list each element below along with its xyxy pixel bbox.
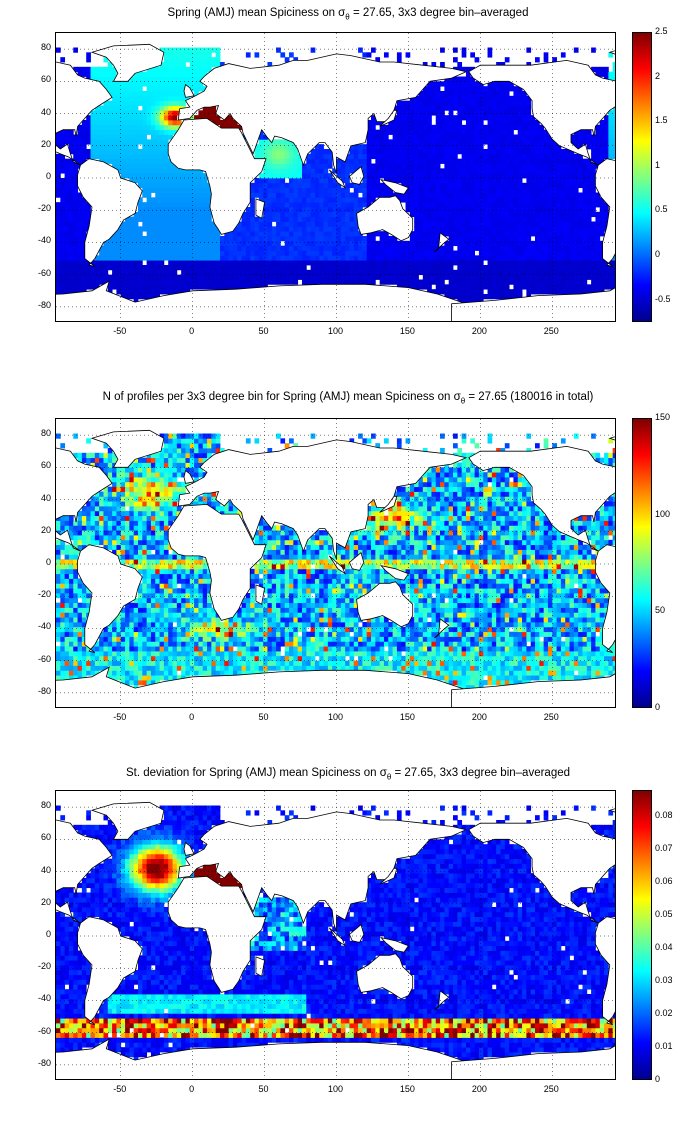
x-tick-label: 0 (189, 326, 195, 336)
y-tick-label: 20 (40, 524, 51, 535)
x-tick-label: -50 (113, 326, 127, 336)
spiciness-map-svg (56, 33, 615, 321)
x-tick-label: 200 (471, 712, 487, 722)
x-tick-label: 0 (189, 1084, 195, 1094)
y-tick-label: 60 (40, 460, 51, 471)
colorbar-tick-label: 50 (655, 605, 666, 616)
data-cells (56, 805, 615, 1063)
x-tick-label: 150 (399, 326, 415, 336)
stdev-title: St. deviation for Spring (AMJ) mean Spic… (125, 767, 571, 782)
y-tick-label: -40 (37, 993, 51, 1004)
y-tick-label: 20 (40, 896, 51, 907)
colorbar-tick-label: 1 (655, 159, 661, 170)
colorbar-tick-label: 0.01 (655, 1041, 673, 1052)
colorbar-tick-label: 2 (655, 70, 661, 81)
y-tick-label: -20 (37, 961, 51, 972)
profile-count-colorbar (632, 418, 652, 708)
y-tick-label: 0 (45, 929, 51, 939)
y-tick-label: -80 (37, 685, 51, 696)
y-tick-label: 60 (40, 74, 51, 85)
x-tick-label: -50 (113, 712, 127, 722)
x-tick-label: 100 (327, 712, 344, 722)
colorbar-tick-label: 0.03 (655, 975, 673, 986)
colorbar-tick-label: 0 (655, 249, 661, 260)
colorbar-tick-label: 0.5 (655, 204, 668, 215)
spiciness-title: Spring (AMJ) mean Spiciness on σθ = 27.6… (167, 7, 529, 22)
y-tick-label: -40 (37, 621, 51, 632)
colorbar-tick-label: 0.06 (655, 876, 673, 887)
y-tick-label: -60 (37, 653, 51, 664)
x-tick-label: 150 (399, 712, 415, 722)
y-tick-label: -60 (37, 267, 51, 278)
y-tick-label: -80 (37, 299, 51, 310)
stdev-colorbar (632, 790, 652, 1080)
profile-count-map-svg (56, 419, 615, 707)
spiciness-panel: Spring (AMJ) mean Spiciness on σθ = 27.6… (0, 0, 696, 380)
y-tick-label: -40 (37, 235, 51, 246)
x-tick-label: 50 (258, 712, 269, 722)
profile-count-map (55, 418, 616, 708)
y-tick-label: 80 (40, 428, 51, 439)
y-tick-label: 20 (40, 138, 51, 149)
colorbar-tick-label: 0 (655, 702, 661, 712)
x-tick-label: 50 (258, 1084, 269, 1094)
colorbar-tick-label: 0.05 (655, 909, 673, 920)
x-tick-label: 100 (327, 326, 344, 336)
x-tick-label: 200 (471, 1084, 487, 1094)
colorbar-tick-label: 2.5 (655, 26, 668, 36)
x-tick-label: -50 (113, 1084, 127, 1094)
x-tick-label: 100 (327, 1084, 344, 1094)
y-tick-label: 0 (45, 171, 51, 181)
stdev-panel: St. deviation for Spring (AMJ) mean Spic… (0, 760, 696, 1140)
y-tick-label: 80 (40, 800, 51, 811)
x-tick-label: 200 (471, 326, 487, 336)
y-tick-label: 40 (40, 492, 51, 503)
y-tick-label: -80 (37, 1057, 51, 1068)
coastlines (56, 429, 615, 707)
colorbar-tick-label: 150 (655, 412, 671, 422)
x-tick-label: 250 (543, 1084, 559, 1094)
stdev-map-svg (56, 791, 615, 1079)
x-tick-label: 250 (543, 326, 559, 336)
grid-lines (56, 33, 615, 321)
grid-lines (56, 419, 615, 707)
profile-count-title: N of profiles per 3x3 degree bin for Spr… (102, 391, 594, 406)
y-tick-label: 0 (45, 557, 51, 567)
y-tick-label: 80 (40, 42, 51, 53)
colorbar-tick-label: 0.04 (655, 942, 673, 953)
coastlines (56, 801, 615, 1079)
colorbar-tick-label: 0 (655, 1074, 661, 1084)
colorbar-tick-label: 100 (655, 508, 671, 519)
y-tick-label: -20 (37, 203, 51, 214)
y-tick-label: 40 (40, 864, 51, 875)
profile-count-panel: N of profiles per 3x3 degree bin for Spr… (0, 385, 696, 765)
y-tick-label: -20 (37, 589, 51, 600)
x-tick-label: 0 (189, 712, 195, 722)
stdev-map (55, 790, 616, 1080)
colorbar-tick-label: 0.02 (655, 1008, 673, 1019)
spiciness-map (55, 32, 616, 322)
y-tick-label: -60 (37, 1025, 51, 1036)
data-cells (56, 47, 615, 305)
grid-lines (56, 791, 615, 1079)
colorbar-tick-label: 1.5 (655, 115, 668, 126)
colorbar-tick-label: 0.07 (655, 843, 673, 854)
y-tick-label: 40 (40, 106, 51, 117)
x-tick-label: 50 (258, 326, 269, 336)
data-cells (56, 433, 615, 691)
x-tick-label: 150 (399, 1084, 415, 1094)
y-tick-label: 60 (40, 832, 51, 843)
colorbar-tick-label: -0.5 (655, 293, 671, 304)
colorbar-tick-label: 0.08 (655, 810, 673, 821)
x-tick-label: 250 (543, 712, 559, 722)
spiciness-colorbar (632, 32, 652, 322)
